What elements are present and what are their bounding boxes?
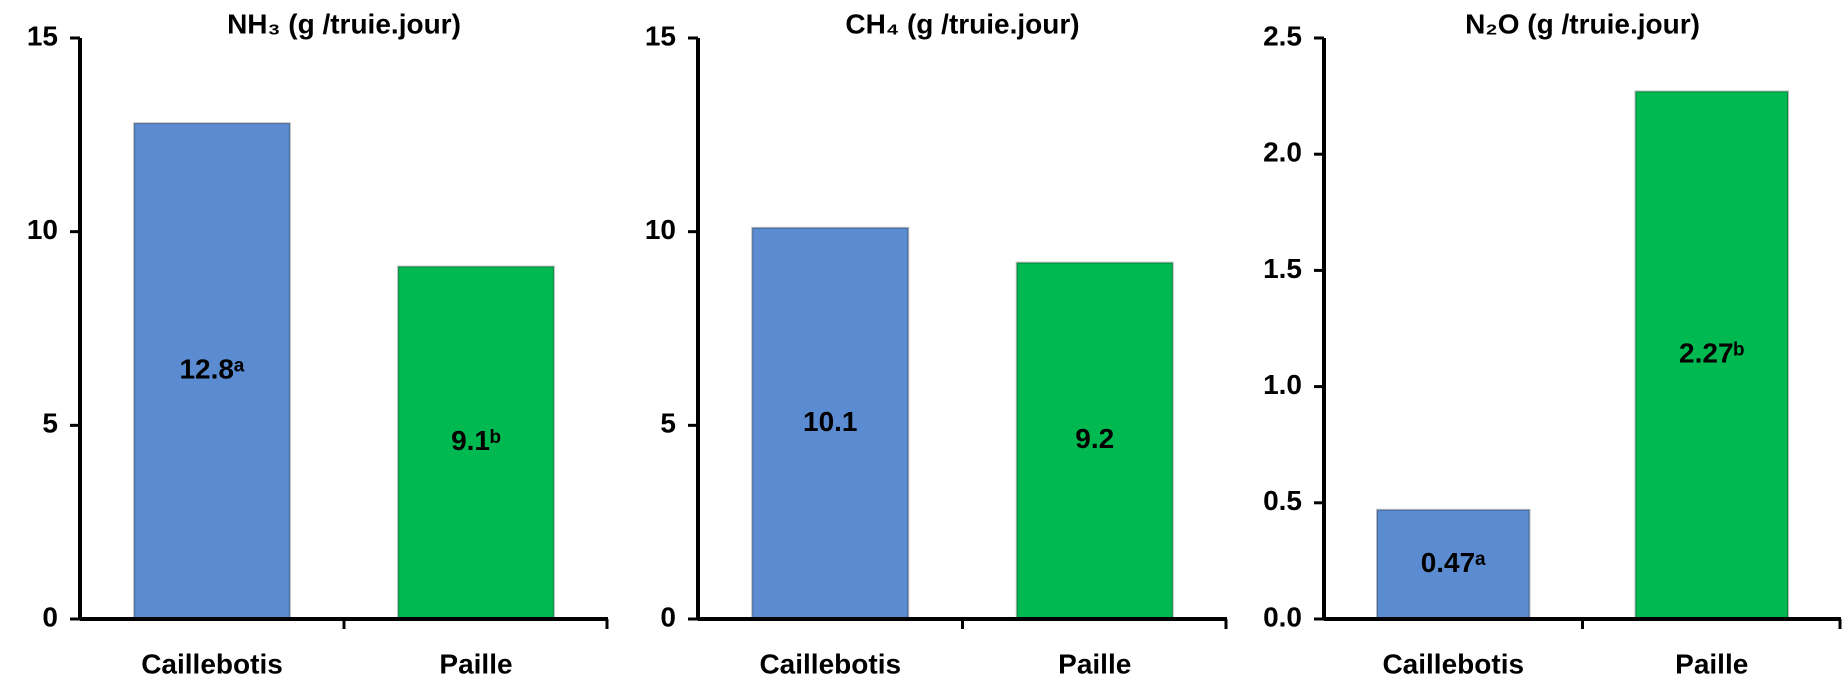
bar xyxy=(1634,90,1790,620)
chart-title: NH₃ (g /truie.jour) xyxy=(227,8,461,39)
y-tick-label: 1.5 xyxy=(1263,253,1302,284)
chart: CH₄ (g /truie.jour) 0 5 10 15 10.1 Caillebotis… xyxy=(645,8,1228,679)
x-tick-label: Caillebotis xyxy=(759,648,901,679)
y-tick-label: 5 xyxy=(660,408,676,439)
y-tick-label: 0 xyxy=(660,601,676,632)
data-label: 9.1ᵇ xyxy=(451,425,501,456)
bar xyxy=(133,122,291,620)
chart: NH₃ (g /truie.jour) 0 5 10 15 12.8ᵃ Cailleboti… xyxy=(27,8,609,679)
bar xyxy=(1375,508,1531,620)
y-tick-label: 10 xyxy=(27,214,58,245)
x-tick-label: Paille xyxy=(439,648,512,679)
chart: N₂O (g /truie.jour) 0.0 0.5 1.0 1.5 2.0 2.5 0.4… xyxy=(1263,8,1842,679)
chart-title: CH₄ (g /truie.jour) xyxy=(845,8,1079,39)
data-label: 2.27ᵇ xyxy=(1679,338,1744,369)
x-tick-label: Caillebotis xyxy=(1382,648,1524,679)
bar xyxy=(1015,261,1174,620)
y-tick-label: 1.0 xyxy=(1263,369,1302,400)
data-label: 9.2 xyxy=(1075,423,1114,454)
x-tick-label: Caillebotis xyxy=(141,648,283,679)
y-tick-label: 2.5 xyxy=(1263,20,1302,51)
data-label: 10.1 xyxy=(803,406,858,437)
y-tick-label: 2.0 xyxy=(1263,137,1302,168)
y-tick-label: 10 xyxy=(645,214,676,245)
y-tick-label: 15 xyxy=(27,20,58,51)
bar xyxy=(751,226,910,620)
data-label: 12.8ᵃ xyxy=(179,353,244,384)
y-tick-label: 15 xyxy=(645,20,676,51)
x-tick-label: Paille xyxy=(1058,648,1131,679)
data-label: 0.47ᵃ xyxy=(1421,547,1486,578)
y-tick-label: 0.0 xyxy=(1263,601,1302,632)
x-tick-label: Paille xyxy=(1675,648,1748,679)
chart-title: N₂O (g /truie.jour) xyxy=(1465,8,1700,39)
y-tick-label: 0 xyxy=(42,601,58,632)
y-tick-label: 5 xyxy=(42,408,58,439)
y-tick-label: 0.5 xyxy=(1263,485,1302,516)
